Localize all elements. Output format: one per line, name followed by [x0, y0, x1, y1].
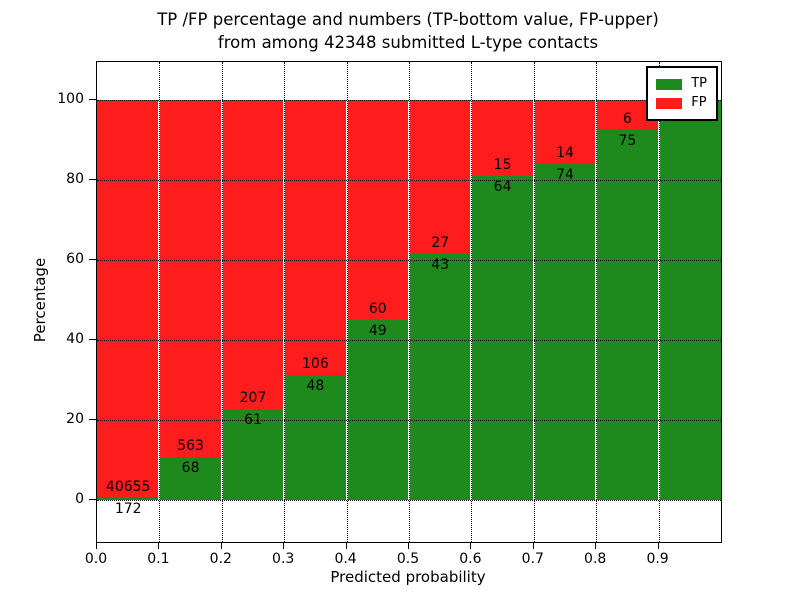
- legend-swatch-tp: [656, 78, 683, 90]
- x-tick: [220, 543, 222, 549]
- tp-bar-segment: [597, 129, 658, 500]
- x-axis-label: Predicted probability: [330, 568, 486, 586]
- tp-bar-segment: [160, 456, 221, 500]
- fp-bar-segment: [347, 100, 408, 321]
- legend-swatch-fp: [656, 97, 683, 109]
- fp-value-label: 60: [368, 301, 387, 318]
- fp-value-label: 6: [622, 110, 632, 127]
- x-tick-label: 0.8: [584, 551, 607, 567]
- fp-bar-segment: [534, 100, 596, 164]
- tp-value-label: 75: [618, 132, 637, 149]
- fp-value-label: 15: [493, 156, 512, 173]
- tp-bar-segment: [97, 498, 159, 500]
- y-tick-label: 80: [66, 171, 84, 187]
- tp-bar-segment: [222, 408, 284, 500]
- x-tick: [96, 543, 97, 549]
- tp-value-label: 48: [306, 378, 325, 395]
- y-tick: [89, 499, 96, 500]
- fp-bar-segment: [285, 100, 346, 376]
- tp-bar-segment: [285, 375, 346, 500]
- tp-bar-segment: [534, 163, 596, 500]
- x-tick: [470, 543, 472, 549]
- x-tick: [532, 543, 534, 549]
- fp-value-label: 563: [177, 437, 204, 454]
- v-gridline: [596, 62, 598, 542]
- tp-value-label: 64: [493, 178, 512, 195]
- v-gridline: [409, 62, 410, 542]
- y-tick-label: 40: [66, 331, 84, 347]
- x-tick-label: 0.2: [209, 551, 232, 567]
- v-gridline: [533, 62, 535, 542]
- tp-value-label: 61: [244, 411, 262, 428]
- v-gridline: [159, 62, 161, 542]
- v-gridline: [284, 62, 286, 542]
- x-tick-label: 0.9: [646, 551, 669, 567]
- tp-bar-segment: [659, 100, 721, 500]
- x-tick-label: 0.0: [84, 551, 108, 567]
- x-tick-label: 0.6: [459, 551, 482, 567]
- v-gridline: [658, 62, 660, 542]
- fp-bar-segment: [410, 100, 471, 255]
- y-tick: [89, 179, 96, 180]
- x-tick-label: 0.1: [147, 551, 170, 567]
- fp-value-label: 14: [556, 144, 574, 161]
- x-tick-label: 0.3: [272, 551, 295, 567]
- chart-title-line2: from among 42348 submitted L-type contac…: [217, 33, 599, 52]
- tp-value-label: 172: [114, 501, 142, 518]
- legend: TP FP: [646, 66, 718, 121]
- plot-area: TP FP 172 40655 68 563 61 207 48 106 49 60 43 27 64 15…: [96, 61, 722, 543]
- y-tick: [89, 419, 96, 420]
- y-tick: [89, 99, 96, 100]
- x-tick-label: 0.7: [521, 551, 544, 567]
- tp-value-label: 49: [368, 323, 387, 340]
- x-tick: [283, 543, 285, 549]
- tp-bar-segment: [410, 254, 471, 500]
- chart-title-line1: TP /FP percentage and numbers (TP-bottom…: [157, 10, 659, 29]
- fp-bar-segment: [160, 100, 221, 457]
- x-tick-label: 0.4: [334, 551, 357, 567]
- x-tick: [345, 543, 347, 549]
- fp-value-label: 40655: [105, 479, 151, 496]
- tp-bar-segment: [472, 175, 533, 500]
- x-tick-label: 0.5: [396, 551, 420, 567]
- v-gridline: [346, 62, 348, 542]
- y-tick-label: 60: [66, 251, 84, 267]
- tp-bar-segment: [347, 320, 408, 500]
- y-tick: [89, 259, 96, 260]
- tp-value-label: 74: [556, 166, 574, 183]
- v-gridline: [221, 62, 223, 542]
- fp-bar-segment: [472, 100, 533, 176]
- v-gridline: [471, 62, 473, 542]
- legend-row: FP: [656, 95, 707, 111]
- x-tick: [408, 543, 409, 549]
- x-tick: [657, 543, 659, 549]
- fp-value-label: 106: [302, 356, 329, 373]
- fp-bar-segment: [222, 100, 284, 409]
- tp-value-label: 43: [431, 257, 450, 274]
- x-tick: [158, 543, 160, 549]
- legend-label: TP: [691, 76, 707, 91]
- y-tick-label: 100: [57, 91, 84, 107]
- fp-value-label: 27: [431, 235, 450, 252]
- chart-title: TP /FP percentage and numbers (TP-bottom…: [96, 8, 720, 54]
- fp-bar-segment: [97, 100, 159, 499]
- legend-label: FP: [691, 95, 707, 110]
- y-tick: [89, 339, 96, 340]
- fp-value-label: 207: [239, 389, 267, 406]
- y-tick-label: 20: [66, 411, 84, 427]
- tp-value-label: 68: [181, 459, 200, 476]
- x-tick: [595, 543, 597, 549]
- y-tick-label: 0: [75, 491, 84, 507]
- legend-row: TP: [656, 76, 707, 92]
